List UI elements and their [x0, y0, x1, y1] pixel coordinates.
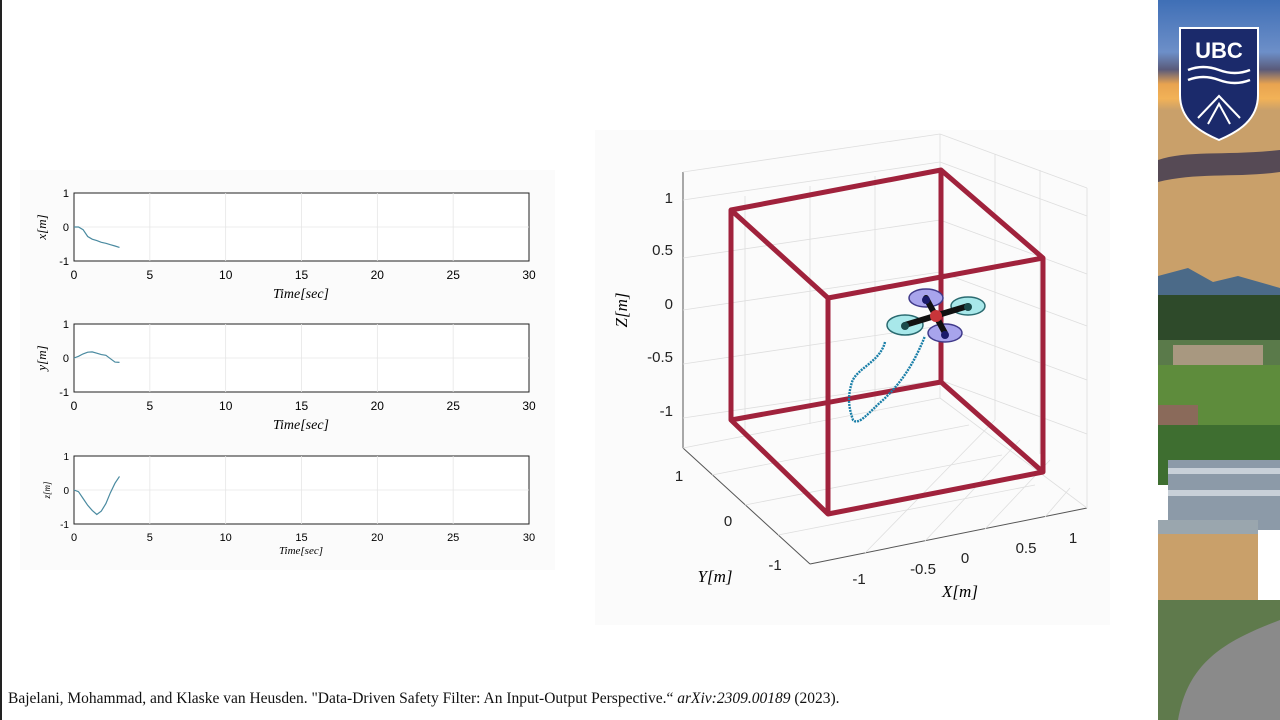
x-tick: 10	[219, 268, 233, 282]
z-trace-line	[73, 476, 121, 516]
citation-authors: Bajelani, Mohammad, and Klaske van Heusd…	[8, 690, 678, 707]
y-tick: 0	[63, 353, 69, 365]
x-tick: 20	[371, 268, 385, 282]
drone	[886, 288, 986, 343]
y-axis-label: z[m]	[42, 481, 52, 500]
x-tick: 25	[447, 532, 459, 544]
x-tick: 30	[522, 399, 536, 413]
grid-lines	[74, 324, 529, 392]
y-tick-labels: 1 0 -1	[59, 319, 69, 399]
x-tick: 15	[295, 399, 309, 413]
citation-year: (2023).	[790, 690, 840, 707]
x-tick: 0.5	[1016, 540, 1037, 557]
x-axis-label: X[m]	[941, 582, 978, 601]
x-tick: 5	[146, 399, 153, 413]
clouds	[1158, 150, 1280, 182]
x-tick: 5	[147, 532, 153, 544]
x-tick: 25	[447, 399, 461, 413]
y-tick: -1	[768, 557, 781, 574]
y-tick-labels: 1 0 -1	[60, 452, 69, 531]
x-tick-labels: 0 5 10 15 20 25 30	[71, 532, 535, 544]
x-axis-label: Time[sec]	[279, 545, 323, 557]
y-tick: -1	[59, 256, 69, 268]
x-tick: 30	[523, 532, 535, 544]
x-tick: 20	[371, 399, 385, 413]
y-position-plot: 0 5 10 15 20 25 30 1 0 -1 Time[sec] y[m]	[34, 319, 536, 433]
campus-photo-strip: UBC	[1158, 0, 1280, 720]
ubc-logo-text: UBC	[1195, 38, 1243, 63]
y-tick: 0	[63, 222, 69, 234]
x-tick: 5	[146, 268, 153, 282]
x-tick: 0	[71, 532, 77, 544]
3d-plot-background	[595, 130, 1110, 625]
motor	[941, 331, 949, 339]
z-tick: -1	[660, 403, 673, 420]
y-axis-label: y[m]	[34, 345, 49, 372]
x-axis-label: Time[sec]	[273, 287, 329, 302]
x-tick-labels: 0 5 10 15 20 25 30	[71, 399, 536, 413]
x-tick: -1	[852, 571, 865, 588]
x-trace-line	[74, 226, 120, 248]
x-tick-labels: 0 5 10 15 20 25 30	[71, 268, 536, 282]
x-tick: 20	[371, 532, 383, 544]
y-axis-label: x[m]	[34, 214, 49, 240]
motor	[922, 296, 930, 304]
y-axis-label: Y[m]	[698, 567, 733, 586]
z-position-plot: 0 5 10 15 20 25 30 1 0 -1 Time[sec] z[m]	[42, 452, 535, 557]
y-tick: 1	[675, 468, 683, 485]
y-tick: 0	[724, 513, 732, 530]
y-tick: -1	[60, 520, 69, 531]
citation-venue: arXiv:2309.00189	[677, 690, 791, 707]
z-tick-labels: 1 0.5 0 -0.5 -1	[647, 190, 673, 420]
time-series-plots: 0 5 10 15 20 25 30 1 0 -1 Time[sec] x[m]…	[20, 170, 555, 570]
ubc-logo: UBC	[1179, 27, 1259, 142]
motor	[964, 303, 972, 311]
x-tick: 10	[219, 399, 233, 413]
x-axis-line	[809, 507, 1088, 565]
y-tick: 0	[63, 486, 69, 497]
x-tick: 0	[71, 399, 78, 413]
x-tick: 15	[295, 268, 309, 282]
y-tick: 1	[63, 188, 69, 200]
trajectory-path	[847, 335, 927, 423]
safety-box	[728, 167, 1046, 517]
grid-lines	[74, 193, 529, 261]
x-axis-label: Time[sec]	[273, 418, 329, 433]
y-axis-line	[682, 447, 811, 565]
road	[1178, 620, 1280, 720]
y-trace-line	[73, 351, 120, 363]
slide-border	[0, 0, 2, 720]
x-tick: 25	[447, 268, 461, 282]
x-tick: 0	[961, 550, 969, 567]
y-tick-labels: 1 0 -1	[675, 468, 782, 574]
z-tick: 0	[665, 296, 673, 313]
motor	[901, 322, 909, 330]
z-axis-label: Z[m]	[612, 293, 631, 328]
x-tick: 0	[71, 268, 78, 282]
building	[1173, 345, 1263, 365]
x-tick: 15	[295, 532, 307, 544]
z-tick: -0.5	[647, 349, 673, 366]
z-tick: 0.5	[652, 242, 673, 259]
x-position-plot: 0 5 10 15 20 25 30 1 0 -1 Time[sec] x[m]	[34, 188, 536, 302]
z-tick: 1	[665, 190, 673, 207]
distant-mountains	[1158, 268, 1280, 300]
x-tick: 30	[522, 268, 536, 282]
y-tick-labels: 1 0 -1	[59, 188, 69, 268]
drone-body	[930, 310, 942, 322]
x-tick: 1	[1069, 530, 1077, 547]
x-tick-labels: -1 -0.5 0 0.5 1	[852, 530, 1077, 588]
y-tick: 1	[63, 452, 69, 463]
y-tick: 1	[63, 319, 69, 331]
x-tick: 10	[220, 532, 232, 544]
forest	[1158, 295, 1280, 340]
grid-lines	[74, 456, 529, 524]
box-bottom-face	[728, 379, 1046, 517]
x-tick: -0.5	[910, 561, 936, 578]
3d-trajectory-plot: 1 0.5 0 -0.5 -1 Z[m] 1 0 -1 Y[m] -1 -0.5…	[595, 130, 1110, 625]
y-tick: -1	[59, 387, 69, 399]
citation: Bajelani, Mohammad, and Klaske van Heusd…	[8, 690, 840, 708]
